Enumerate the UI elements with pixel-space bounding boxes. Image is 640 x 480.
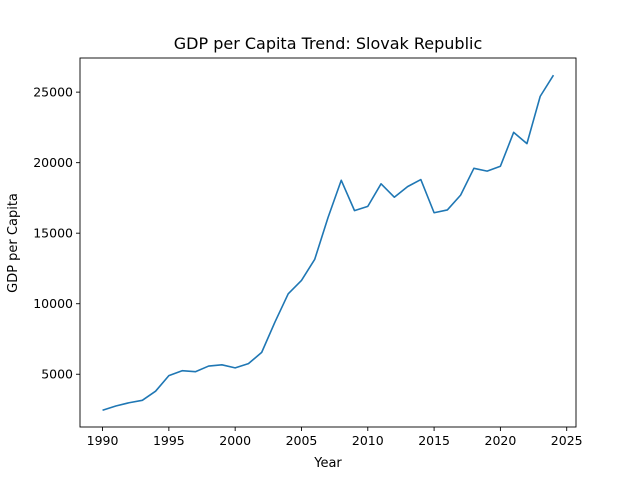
y-axis-label: GDP per Capita <box>6 193 21 293</box>
x-axis: 1990 1995 2000 2005 2010 2015 2020 2025 <box>87 427 583 448</box>
y-tick-label: 10000 <box>33 296 73 311</box>
y-tick-label: 5000 <box>41 367 73 382</box>
plot-frame <box>79 57 577 428</box>
x-tick-label: 1990 <box>87 433 119 448</box>
y-axis: 5000 10000 15000 20000 25000 <box>33 85 80 382</box>
x-tick-label: 2025 <box>551 433 583 448</box>
series-line <box>102 74 555 411</box>
x-tick-label: 2005 <box>286 433 318 448</box>
x-tick-label: 2000 <box>219 433 251 448</box>
chart-title: GDP per Capita Trend: Slovak Republic <box>174 34 483 53</box>
y-tick-label: 25000 <box>33 85 73 100</box>
y-tick-label: 20000 <box>33 155 73 170</box>
x-tick-label: 2020 <box>485 433 517 448</box>
x-tick-label: 1995 <box>153 433 185 448</box>
x-tick-label: 2015 <box>418 433 450 448</box>
plot-area <box>79 57 577 428</box>
y-tick-label: 15000 <box>33 226 73 241</box>
x-tick-label: 2010 <box>352 433 384 448</box>
x-axis-label: Year <box>313 456 342 471</box>
